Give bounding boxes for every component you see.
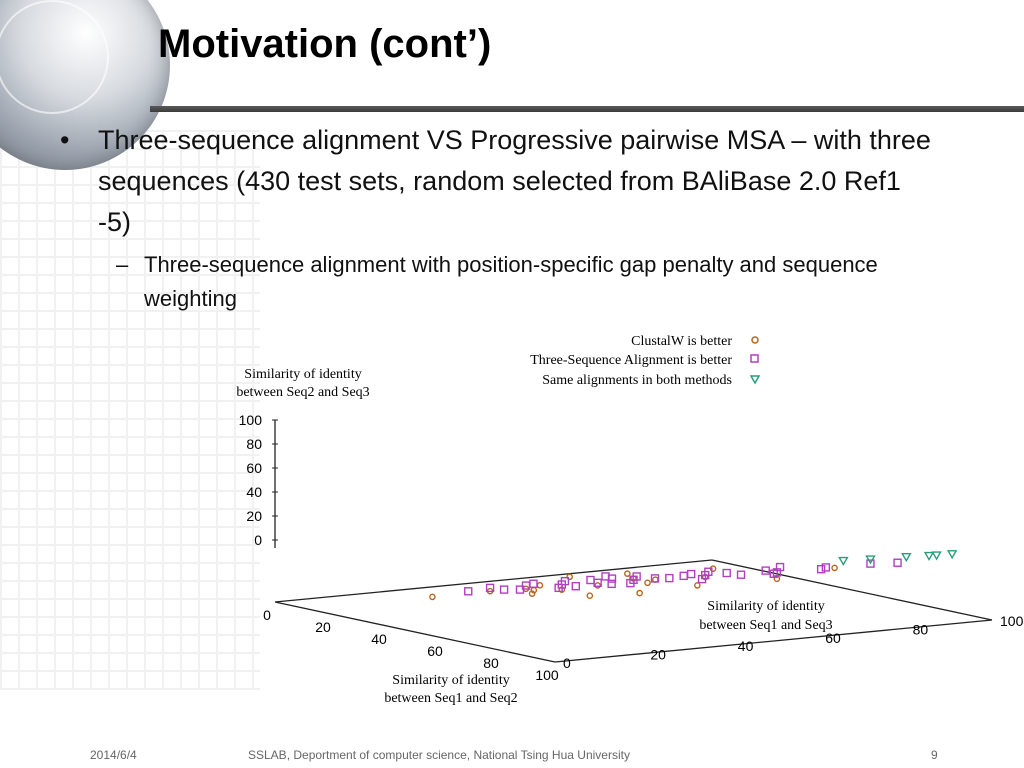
point-clustalw [694, 582, 701, 589]
legend-marker-same [749, 375, 761, 385]
point-same [923, 551, 935, 562]
point-clustalw [831, 564, 838, 572]
point-three-seq [775, 562, 785, 572]
legend-marker-clustalw [751, 336, 759, 344]
y-tick-label: 60 [825, 630, 841, 646]
point-three-seq [571, 582, 580, 591]
bullet-dot: • [60, 125, 70, 155]
y-axis-label-line1: Similarity of identity [707, 599, 824, 614]
footer-date: 2014/6/4 [90, 748, 137, 762]
title-rule [150, 106, 1024, 112]
point-three-seq [866, 559, 875, 568]
base-edge [711, 559, 993, 621]
slide-title: Motivation (cont’) [158, 22, 492, 66]
point-three-seq [697, 574, 707, 584]
point-three-seq [722, 568, 731, 578]
point-three-seq [650, 574, 660, 583]
x-tick-label: 20 [315, 619, 331, 635]
point-three-seq [687, 569, 696, 579]
point-three-seq [821, 563, 831, 572]
point-three-seq [607, 579, 616, 589]
y-axis-label-line2: between Seq1 and Seq3 [699, 618, 832, 633]
point-three-seq [499, 585, 509, 594]
point-three-seq [665, 573, 674, 583]
point-three-seq [529, 579, 538, 588]
base-edge [554, 619, 993, 663]
y-tick-label: 100 [1000, 613, 1024, 629]
chart-legend: ClustalW is better Three-Sequence Alignm… [530, 334, 761, 388]
point-three-seq [769, 569, 778, 578]
x-tick-label: 80 [483, 655, 499, 671]
point-three-seq [704, 567, 713, 576]
x-axis-label-line1: Similarity of identity [392, 673, 509, 688]
footer-center: SSLAB, Deportment of computer science, N… [248, 748, 630, 762]
x-tick-label: 40 [371, 631, 387, 647]
point-three-seq [893, 558, 902, 567]
background-grid-pattern [0, 130, 260, 690]
y-tick-label: 80 [913, 621, 929, 637]
point-three-seq [586, 575, 595, 585]
base-edge [274, 559, 713, 603]
z-axis-label-line2: between Seq2 and Seq3 [236, 385, 369, 400]
x-tick-label: 0 [263, 607, 271, 623]
x-tick-label: 100 [535, 667, 559, 683]
y-tick-label: 0 [563, 655, 571, 671]
point-three-seq [736, 570, 746, 579]
legend-label-same: Same alignments in both methods [542, 373, 732, 388]
point-clustalw [636, 589, 643, 597]
base-edge [274, 601, 556, 663]
z-tick-label: 20 [246, 508, 262, 524]
chart-axes [274, 420, 993, 663]
point-same [865, 555, 876, 565]
point-three-seq [560, 576, 570, 586]
point-three-seq [554, 583, 563, 593]
point-three-seq [679, 571, 688, 581]
x-axis-label-line2: between Seq1 and Seq2 [384, 691, 517, 706]
point-three-seq [607, 574, 617, 583]
y-tick-label: 40 [738, 638, 754, 654]
sub-bullet-text: Three-sequence alignment with position-s… [144, 252, 878, 311]
z-tick-label: 60 [246, 460, 262, 476]
point-same [901, 553, 912, 563]
y-tick-label: 20 [650, 647, 666, 663]
point-clustalw [528, 590, 536, 597]
point-clustalw [429, 593, 436, 601]
point-same [931, 551, 942, 561]
z-tick-label: 80 [246, 436, 262, 452]
z-axis-label-line1: Similarity of identity [244, 367, 361, 382]
point-three-seq [816, 565, 826, 574]
z-tick-label: 40 [246, 484, 262, 500]
point-three-seq [485, 583, 495, 593]
legend-label-three-seq: Three-Sequence Alignment is better [530, 353, 732, 368]
z-tick-label: 100 [239, 412, 263, 428]
point-three-seq [515, 585, 525, 594]
point-clustalw [624, 570, 631, 577]
bullet-text: Three-sequence alignment VS Progressive … [98, 125, 931, 237]
z-tick-label: 0 [254, 532, 262, 548]
point-same [838, 556, 849, 566]
point-same [946, 550, 958, 560]
sub-bullet-dash: – [116, 252, 129, 277]
legend-label-clustalw: ClustalW is better [631, 334, 732, 349]
x-tick-label: 60 [427, 643, 443, 659]
point-clustalw [586, 592, 594, 600]
chart-points [429, 550, 958, 601]
point-clustalw [536, 582, 544, 589]
point-three-seq [626, 578, 635, 588]
point-clustalw [594, 582, 601, 589]
footer-page-number: 9 [931, 748, 938, 762]
point-clustalw [566, 573, 573, 581]
legend-marker-three-seq [750, 354, 759, 363]
point-three-seq [761, 566, 770, 575]
point-clustalw [644, 579, 651, 587]
point-three-seq [464, 587, 473, 596]
point-three-seq [632, 572, 641, 581]
